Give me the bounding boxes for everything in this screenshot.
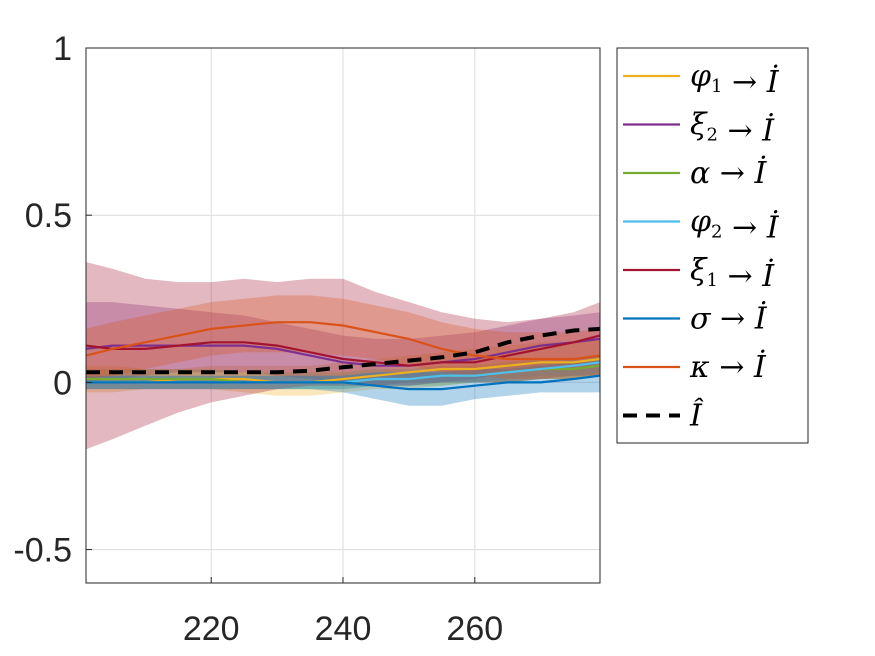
- y-tick-label-0: -0.5: [13, 532, 72, 570]
- legend-label-5: σ → İ: [690, 301, 768, 337]
- legend-label-1: ξ2 → İ: [690, 108, 775, 149]
- legend: φ1 → İ ξ2 → İ α → İ φ2 → İ ξ1 → İ σ → İ κ → İ Î: [616, 47, 809, 444]
- series-band-2: [86, 355, 600, 390]
- y-tick-label-1: 0: [53, 364, 72, 402]
- y-tick-label-2: 0.5: [25, 197, 72, 235]
- x-tick-label-0: 220: [183, 610, 240, 648]
- series-line-5: [86, 374, 601, 391]
- series-line-4: [85, 334, 601, 367]
- series-band-6: [86, 295, 600, 379]
- legend-label-4: ξ1 → İ: [690, 253, 775, 294]
- y-tick-label-3: 1: [53, 30, 72, 68]
- legend-label-0: φ1 → İ: [690, 59, 780, 100]
- series-band-3: [86, 355, 600, 390]
- x-tick-label-2: 260: [446, 610, 503, 648]
- series-line-6: [85, 321, 601, 361]
- axis-ticks: 220 240 260 -0.5 0 0.5 1: [13, 30, 503, 648]
- legend-label-2: α → İ: [690, 155, 767, 191]
- series-line-0: [86, 357, 601, 384]
- x-tick-label-1: 240: [315, 610, 372, 648]
- series-lines: [85, 321, 601, 391]
- legend-label-7: Î: [689, 398, 704, 434]
- series-band-1: [86, 302, 600, 386]
- series-line-7: [86, 326, 601, 375]
- legend-label-6: κ → İ: [689, 349, 767, 385]
- legend-box: [616, 47, 809, 444]
- legend-label-3: φ2 → İ: [690, 205, 780, 246]
- series-band-4: [86, 262, 600, 450]
